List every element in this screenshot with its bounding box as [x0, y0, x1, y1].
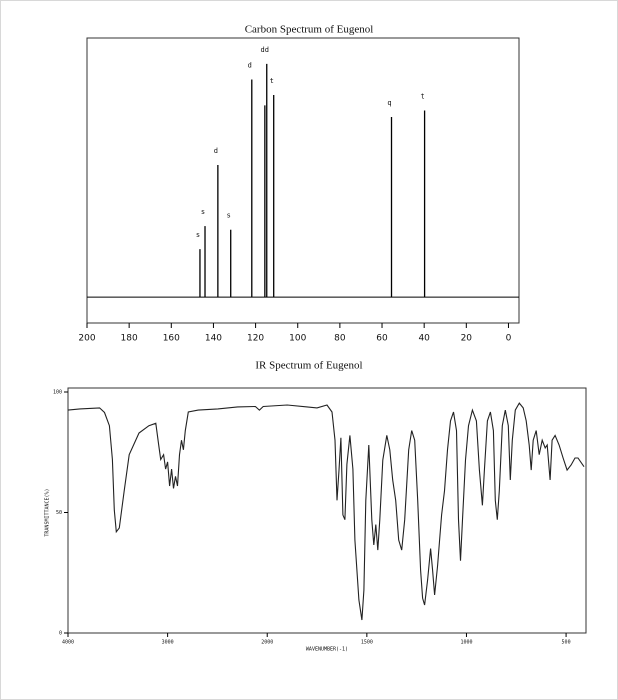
plot-frame: [67, 387, 587, 634]
x-tick-label: 160: [163, 334, 180, 344]
y-tick-label: 50: [56, 510, 62, 516]
peak-label: s: [227, 212, 231, 220]
peak-label: d: [248, 61, 252, 69]
x-tick-label: 1000: [460, 640, 472, 646]
y-tick-label: 0: [59, 631, 62, 637]
x-tick-label: 40: [418, 334, 430, 344]
peak-label: t: [270, 77, 274, 85]
chart-title: Carbon Spectrum of Eugenol: [245, 24, 374, 36]
x-tick-label: 120: [247, 334, 264, 344]
peak-label: s: [201, 208, 205, 216]
x-tick-label: 20: [461, 334, 473, 344]
peak-label: s: [196, 231, 200, 239]
peak-label: dd: [261, 46, 269, 54]
peak-label: d: [214, 147, 218, 155]
peak-label: q: [387, 99, 391, 107]
plot-frame: [86, 37, 520, 324]
x-tick-label: 1500: [361, 640, 373, 646]
x-tick-label: 60: [376, 334, 388, 344]
x-tick-label: 200: [78, 334, 95, 344]
y-axis-label: TRANSMITTANCE(%): [45, 488, 51, 536]
spectrum-line: [67, 402, 585, 621]
x-tick-label: 180: [121, 334, 138, 344]
x-tick-label: 4000: [62, 640, 74, 646]
x-tick-label: 140: [205, 334, 222, 344]
y-tick-label: 100: [53, 390, 62, 396]
chart-title: IR Spectrum of Eugenol: [255, 360, 362, 372]
x-tick-label: 0: [506, 334, 512, 344]
x-tick-label: 2000: [261, 640, 273, 646]
x-tick-label: 80: [334, 334, 346, 344]
x-axis-label: WAVENUMBER(-1): [306, 647, 348, 653]
x-tick-label: 3000: [162, 640, 174, 646]
x-tick-label: 500: [562, 640, 571, 646]
x-tick-label: 100: [289, 334, 306, 344]
peak-label: t: [420, 93, 424, 101]
